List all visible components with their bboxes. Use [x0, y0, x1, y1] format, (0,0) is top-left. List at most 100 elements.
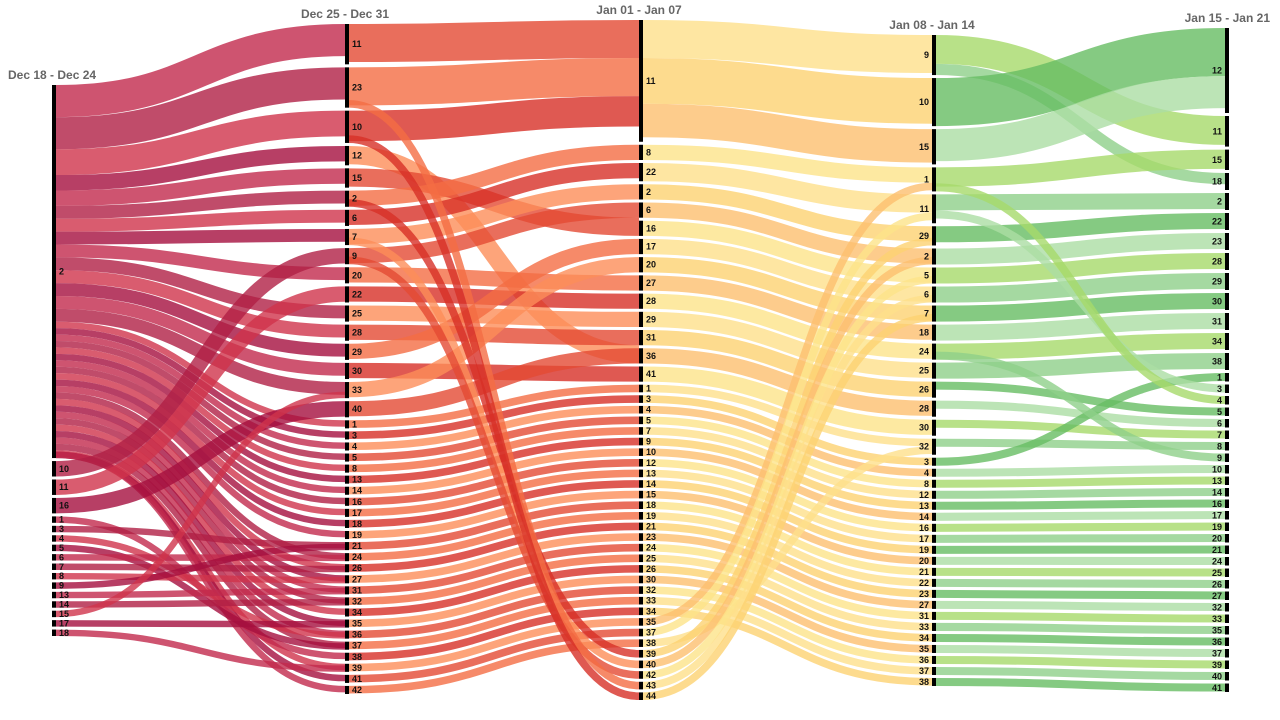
node-bar[interactable] [1225, 672, 1229, 681]
node-bar[interactable] [1225, 213, 1229, 230]
node-bar[interactable] [52, 554, 56, 561]
flow-link[interactable] [935, 353, 1226, 379]
flow-link[interactable] [935, 419, 1226, 439]
flow-link[interactable] [935, 438, 1226, 451]
flow-link[interactable] [642, 522, 933, 598]
node-bar[interactable] [1225, 488, 1229, 497]
node-bar[interactable] [932, 655, 936, 664]
node-bar[interactable] [639, 384, 643, 393]
node-bar[interactable] [345, 630, 349, 639]
flow-link[interactable] [55, 145, 346, 191]
node-bar[interactable] [345, 464, 349, 473]
node-bar[interactable] [639, 184, 643, 200]
node-bar[interactable] [639, 437, 643, 446]
flow-link[interactable] [935, 381, 1226, 416]
node-bar[interactable] [52, 601, 56, 608]
flow-link[interactable] [935, 476, 1226, 488]
node-bar[interactable] [639, 607, 643, 616]
flow-link[interactable] [642, 58, 933, 124]
node-bar[interactable] [639, 366, 643, 382]
node-bar[interactable] [345, 497, 349, 506]
node-bar[interactable] [1225, 419, 1229, 428]
node-bar[interactable] [345, 110, 349, 143]
node-bar[interactable] [932, 545, 936, 554]
flow-link[interactable] [55, 228, 346, 245]
node-bar[interactable] [932, 381, 936, 398]
flow-link[interactable] [55, 587, 346, 599]
flow-link[interactable] [935, 666, 1226, 681]
flow-link[interactable] [935, 578, 1226, 589]
node-bar[interactable] [345, 475, 349, 484]
flow-link[interactable] [348, 575, 640, 628]
node-bar[interactable] [52, 535, 56, 542]
node-bar[interactable] [345, 442, 349, 451]
node-bar[interactable] [1225, 313, 1229, 330]
node-bar[interactable] [345, 553, 349, 562]
node-bar[interactable] [1225, 430, 1229, 440]
node-bar[interactable] [639, 427, 643, 435]
node-bar[interactable] [1225, 649, 1229, 658]
node-bar[interactable] [1225, 591, 1229, 601]
flow-link[interactable] [935, 600, 1226, 612]
flow-link[interactable] [935, 210, 1226, 393]
node-bar[interactable] [1225, 534, 1229, 543]
node-bar[interactable] [345, 508, 349, 517]
node-bar[interactable] [932, 35, 936, 76]
node-bar[interactable] [932, 167, 936, 192]
node-bar[interactable] [639, 275, 643, 291]
flow-link[interactable] [935, 622, 1226, 635]
flow-link[interactable] [55, 347, 346, 472]
node-bar[interactable] [1225, 511, 1229, 520]
flow-link[interactable] [348, 58, 640, 106]
flow-link[interactable] [348, 202, 640, 264]
flow-link[interactable] [935, 567, 1226, 577]
node-bar[interactable] [639, 416, 643, 425]
node-bar[interactable] [639, 575, 643, 584]
node-bar[interactable] [1225, 453, 1229, 463]
flow-link[interactable] [935, 511, 1226, 521]
node-bar[interactable] [932, 457, 936, 466]
flow-link[interactable] [348, 362, 640, 382]
node-bar[interactable] [932, 512, 936, 521]
flow-link[interactable] [935, 233, 1226, 265]
flow-link[interactable] [642, 275, 933, 679]
node-bar[interactable] [639, 348, 643, 364]
flow-link[interactable] [935, 76, 1226, 162]
flow-link[interactable] [642, 348, 933, 416]
flow-link[interactable] [55, 535, 346, 639]
flow-link[interactable] [55, 67, 346, 150]
flow-link[interactable] [642, 575, 933, 653]
node-bar[interactable] [932, 267, 936, 284]
flow-link[interactable] [55, 190, 346, 219]
node-bar[interactable] [52, 525, 56, 533]
node-bar[interactable] [639, 543, 643, 552]
node-bar[interactable] [1225, 545, 1229, 555]
node-bar[interactable] [1225, 149, 1229, 170]
node-bar[interactable] [639, 238, 643, 255]
flow-link[interactable] [55, 295, 346, 376]
flow-link[interactable] [642, 313, 933, 701]
flow-link[interactable] [642, 212, 933, 637]
flow-link[interactable] [55, 110, 346, 176]
node-bar[interactable] [345, 486, 349, 495]
flow-link[interactable] [348, 618, 640, 672]
flow-link[interactable] [642, 490, 933, 565]
node-bar[interactable] [345, 209, 349, 226]
node-bar[interactable] [345, 564, 349, 573]
flow-link[interactable] [642, 257, 933, 321]
flow-link[interactable] [348, 586, 640, 639]
flow-link[interactable] [642, 501, 933, 576]
node-bar[interactable] [345, 286, 349, 303]
node-bar[interactable] [639, 220, 643, 236]
flow-link[interactable] [55, 353, 346, 483]
node-bar[interactable] [1225, 660, 1229, 670]
flow-link[interactable] [55, 544, 346, 650]
node-bar[interactable] [345, 542, 349, 551]
flow-link[interactable] [642, 293, 933, 359]
flow-link[interactable] [348, 19, 640, 63]
node-bar[interactable] [1225, 333, 1229, 350]
flow-link[interactable] [935, 534, 1226, 543]
flow-link[interactable] [348, 607, 640, 661]
node-bar[interactable] [639, 565, 643, 573]
flow-link[interactable] [642, 294, 933, 690]
